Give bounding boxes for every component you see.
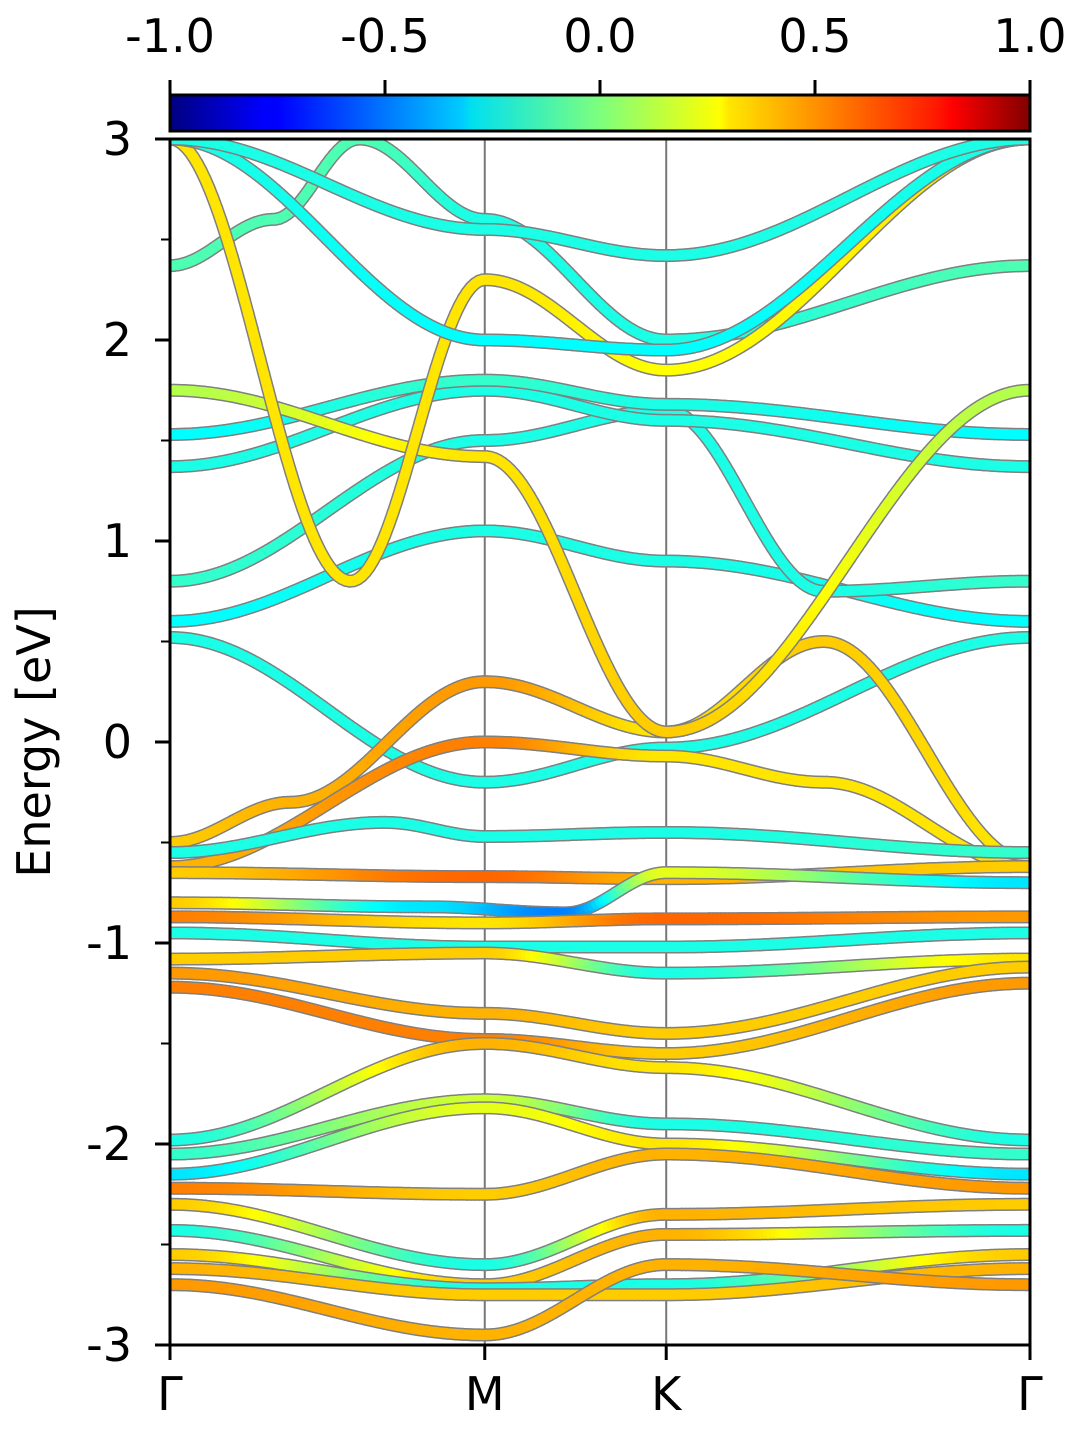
band bbox=[170, 866, 1030, 920]
band bbox=[170, 946, 1030, 980]
bands bbox=[170, 139, 1030, 1342]
colorbar bbox=[168, 93, 1032, 133]
colorbar-ticks: -1.0 -0.5 0.0 0.5 1.0 bbox=[125, 9, 1067, 95]
band bbox=[170, 815, 1030, 860]
band bbox=[170, 1037, 1030, 1147]
colorbar-tick-label: 1.0 bbox=[993, 9, 1066, 63]
band bbox=[170, 910, 1030, 930]
colorbar-tick-label: -0.5 bbox=[340, 9, 430, 63]
colorbar-tick-label: -1.0 bbox=[125, 9, 215, 63]
colorbar-tick-label: 0.0 bbox=[563, 9, 636, 63]
band bbox=[170, 926, 1030, 954]
colorbar-tick-label: 0.5 bbox=[778, 9, 851, 63]
